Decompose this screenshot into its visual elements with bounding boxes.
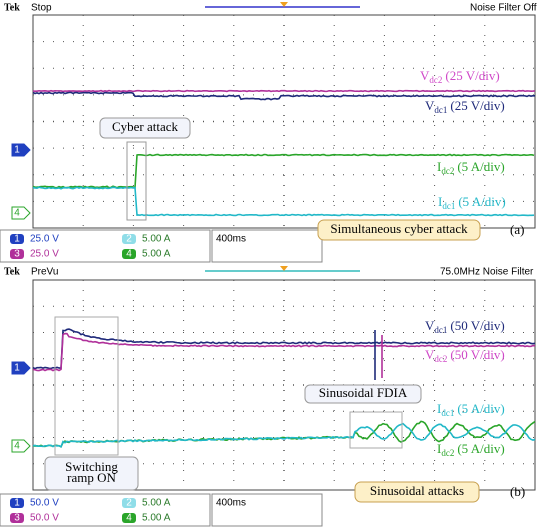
panel-tag: (a) <box>510 222 524 237</box>
callout-text: Cyber attack <box>112 119 179 134</box>
label-sub: dc1 <box>442 201 455 211</box>
caption: Simultaneous cyber attack <box>330 221 468 236</box>
label-unit: (50 V/div) <box>450 347 504 362</box>
channel-setting: 50.0 V <box>30 513 59 524</box>
channel-num: 2 <box>126 234 132 245</box>
caption: Sinusoidal attacks <box>370 483 464 498</box>
trace <box>33 91 535 92</box>
channel-num: 2 <box>126 498 132 509</box>
brand: Tek <box>4 266 20 277</box>
label-unit: (5 A/div) <box>457 159 504 174</box>
panel-tag: (b) <box>510 484 525 499</box>
channel-marker-label: 4 <box>14 208 20 219</box>
callout-text: ramp ON <box>67 470 116 485</box>
panel: TekStopNoise Filter Off14Vdc2(25 V/div)V… <box>0 2 537 262</box>
timebase: 400ms <box>216 234 246 245</box>
label-unit: (5 A/div) <box>457 401 504 416</box>
panel: TekPreVu75.0MHz Noise Filter14Vdc1(50 V/… <box>0 266 535 526</box>
channel-num: 4 <box>126 249 132 260</box>
channel-setting: 5.00 A <box>142 513 171 524</box>
channel-marker-label: 1 <box>14 363 20 374</box>
channel-setting: 5.00 A <box>142 249 171 260</box>
channel-num: 1 <box>14 498 20 509</box>
label-unit: (25 V/div) <box>445 68 499 83</box>
channel-num: 4 <box>126 513 132 524</box>
header-right: 75.0MHz Noise Filter <box>440 267 534 278</box>
label-unit: (5 A/div) <box>457 441 504 456</box>
channel-setting: 5.00 A <box>142 498 171 509</box>
status: PreVu <box>31 267 58 278</box>
channel-setting: 25.0 V <box>30 249 59 260</box>
channel-setting: 5.00 A <box>142 234 171 245</box>
label-sub: dc2 <box>441 166 454 176</box>
header-right: Noise Filter Off <box>470 3 537 14</box>
channel-marker-label: 1 <box>14 145 20 156</box>
label-sub: dc1 <box>434 325 447 335</box>
label-sub: dc2 <box>434 354 447 364</box>
label-sub: dc2 <box>429 75 442 85</box>
label-sub: dc1 <box>434 105 447 115</box>
label-unit: (5 A/div) <box>458 194 505 209</box>
channel-num: 3 <box>14 249 20 260</box>
channel-marker-label: 4 <box>14 441 20 452</box>
channel-num: 1 <box>14 234 20 245</box>
channel-num: 3 <box>14 513 20 524</box>
scope-screenshot: TekStopNoise Filter Off14Vdc2(25 V/div)V… <box>0 0 541 527</box>
label-unit: (25 V/div) <box>450 98 504 113</box>
callout-text: Sinusoidal FDIA <box>319 385 408 400</box>
label-sub: dc1 <box>441 408 454 418</box>
label-unit: (50 V/div) <box>450 318 504 333</box>
timebase: 400ms <box>216 498 246 509</box>
brand: Tek <box>4 2 20 13</box>
status: Stop <box>31 3 52 14</box>
channel-setting: 50.0 V <box>30 498 59 509</box>
label-sub: dc2 <box>441 448 454 458</box>
channel-setting: 25.0 V <box>30 234 59 245</box>
